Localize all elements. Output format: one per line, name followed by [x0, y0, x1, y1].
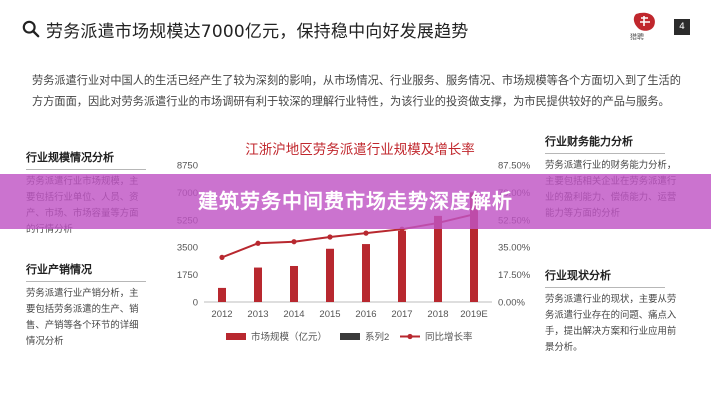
- growth-point: [219, 254, 225, 260]
- growth-point: [291, 239, 297, 245]
- x-tick-label: 2012: [211, 309, 232, 320]
- legend-label: 同比增长率: [425, 331, 473, 343]
- x-tick-label: 2016: [355, 309, 376, 320]
- bar: [326, 248, 334, 302]
- page-title: 劳务派遣市场规模达7000亿元，保持稳中向好发展趋势: [46, 21, 469, 42]
- y-right-tick-label: 0.00%: [498, 298, 525, 309]
- chart-title: 江浙沪地区劳务派遣行业规模及增长率: [245, 142, 475, 158]
- y-left-tick-label: 1750: [177, 270, 198, 281]
- legend-label: 市场规模（亿元）: [251, 331, 327, 343]
- x-tick-label: 2017: [391, 309, 412, 320]
- x-tick-label: 2015: [319, 309, 340, 320]
- left-panel-title: 行业产销情况: [26, 262, 146, 282]
- bar: [398, 230, 406, 302]
- growth-point: [255, 240, 261, 246]
- bar: [290, 265, 298, 302]
- header: 劳务派遣市场规模达7000亿元，保持稳中向好发展趋势: [22, 14, 468, 44]
- y-right-tick-label: 35.00%: [498, 243, 531, 254]
- bar: [218, 287, 226, 302]
- bar: [362, 244, 370, 302]
- y-right-tick-label: 87.50%: [498, 161, 531, 172]
- right-panel-title: 行业财务能力分析: [545, 134, 665, 154]
- left-panel-title: 行业规模情况分析: [26, 150, 146, 170]
- y-left-tick-label: 8750: [177, 161, 198, 172]
- right-panel-title: 行业现状分析: [545, 268, 665, 288]
- left-panel-sales: 行业产销情况 劳务派遣行业产销分析，主 要包括劳务派遣的生产、销 售、产销等各个…: [26, 262, 176, 350]
- intro-paragraph: 劳务派遣行业对中国人的生活已经产生了较为深刻的影响，从市场情况、行业服务、服务情…: [32, 74, 681, 108]
- search-icon: [22, 20, 40, 38]
- y-right-tick-label: 17.50%: [498, 270, 531, 281]
- x-tick-label: 2019E: [460, 309, 487, 320]
- logo-text: 猎聘: [630, 33, 644, 41]
- bar: [254, 267, 262, 302]
- left-panel-body: 劳务派遣行业产销分析，主 要包括劳务派遣的生产、销 售、产销等各个环节的详细 情…: [26, 288, 139, 347]
- right-panel-status: 行业现状分析 劳务派遣行业的现状，主要从劳 务派遣行业存在的问题、痛点入 手，提…: [545, 268, 695, 356]
- banner-title: 建筑劳务中间费市场走势深度解析: [198, 189, 513, 213]
- page-number: 4: [674, 19, 690, 35]
- bar: [434, 215, 442, 302]
- legend-swatch: [226, 333, 246, 340]
- y-left-tick-label: 0: [193, 298, 198, 309]
- banner-overlay: 建筑劳务中间费市场走势深度解析: [0, 174, 711, 229]
- bar: [470, 192, 478, 302]
- y-left-tick-label: 3500: [177, 243, 198, 254]
- growth-point: [363, 230, 369, 236]
- x-tick-label: 2018: [427, 309, 448, 320]
- growth-point: [327, 234, 333, 240]
- right-panel-body: 劳务派遣行业的现状，主要从劳 务派遣行业存在的问题、痛点入 手，提出解决方案和行…: [545, 294, 677, 353]
- legend-label: 系列2: [365, 331, 389, 343]
- logo-icon: [633, 12, 655, 31]
- legend-swatch-point: [407, 333, 413, 340]
- x-tick-label: 2013: [247, 309, 268, 320]
- x-tick-label: 2014: [283, 309, 304, 320]
- legend-swatch: [340, 333, 360, 340]
